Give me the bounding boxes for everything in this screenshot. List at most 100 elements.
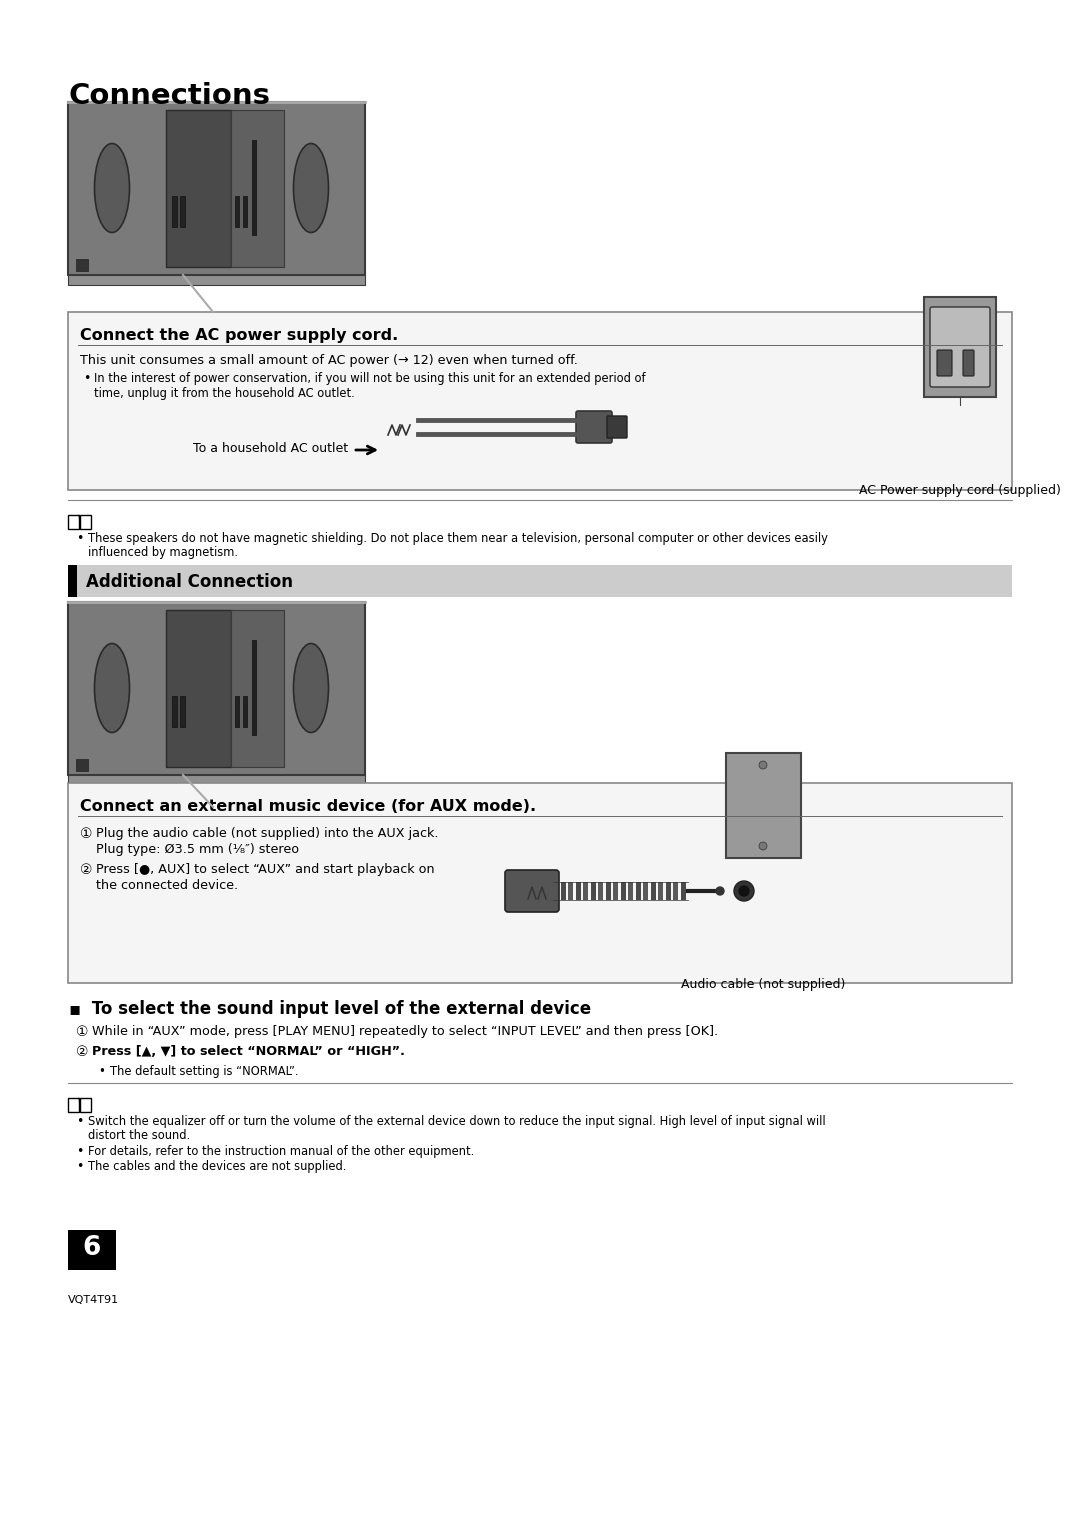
FancyBboxPatch shape xyxy=(166,610,231,768)
FancyBboxPatch shape xyxy=(68,1099,79,1112)
Text: In the interest of power conservation, if you will not be using this unit for an: In the interest of power conservation, i… xyxy=(94,372,646,385)
FancyBboxPatch shape xyxy=(726,752,801,858)
Text: 6: 6 xyxy=(83,1235,102,1260)
FancyBboxPatch shape xyxy=(576,882,581,900)
Text: Connections: Connections xyxy=(68,82,270,110)
Text: ①: ① xyxy=(76,1025,89,1039)
FancyBboxPatch shape xyxy=(68,565,1012,597)
FancyBboxPatch shape xyxy=(252,639,256,736)
FancyBboxPatch shape xyxy=(172,195,177,227)
Text: •: • xyxy=(83,372,91,385)
FancyBboxPatch shape xyxy=(68,311,1012,490)
FancyBboxPatch shape xyxy=(68,514,79,530)
FancyBboxPatch shape xyxy=(680,882,686,900)
FancyBboxPatch shape xyxy=(505,870,559,913)
Text: Connect an external music device (for AUX mode).: Connect an external music device (for AU… xyxy=(80,800,536,813)
Ellipse shape xyxy=(95,644,130,732)
Text: This unit consumes a small amount of AC power (→ 12) even when turned off.: This unit consumes a small amount of AC … xyxy=(80,354,578,366)
FancyBboxPatch shape xyxy=(643,882,648,900)
Text: AC Power supply cord (supplied): AC Power supply cord (supplied) xyxy=(859,484,1061,497)
Text: •: • xyxy=(76,533,83,545)
FancyBboxPatch shape xyxy=(68,775,365,784)
Text: Connect the AC power supply cord.: Connect the AC power supply cord. xyxy=(80,328,399,343)
FancyBboxPatch shape xyxy=(68,783,1012,983)
FancyBboxPatch shape xyxy=(937,349,951,375)
FancyBboxPatch shape xyxy=(553,882,558,900)
Text: Additional Connection: Additional Connection xyxy=(86,572,293,591)
Text: ②: ② xyxy=(80,864,93,877)
Circle shape xyxy=(739,887,750,896)
FancyBboxPatch shape xyxy=(76,259,87,272)
FancyBboxPatch shape xyxy=(180,696,185,726)
Text: distort the sound.: distort the sound. xyxy=(87,1129,190,1141)
Text: Audio cable (not supplied): Audio cable (not supplied) xyxy=(680,978,846,990)
FancyBboxPatch shape xyxy=(963,349,974,375)
FancyBboxPatch shape xyxy=(583,882,589,900)
FancyBboxPatch shape xyxy=(252,140,256,235)
FancyBboxPatch shape xyxy=(180,195,185,227)
Text: The cables and the devices are not supplied.: The cables and the devices are not suppl… xyxy=(87,1160,347,1173)
FancyBboxPatch shape xyxy=(80,514,91,530)
FancyBboxPatch shape xyxy=(68,102,365,275)
FancyBboxPatch shape xyxy=(591,882,596,900)
FancyBboxPatch shape xyxy=(172,696,177,726)
Text: Plug type: Ø3.5 mm (¹⁄₈″) stereo: Plug type: Ø3.5 mm (¹⁄₈″) stereo xyxy=(96,842,299,856)
Text: •: • xyxy=(76,1144,83,1158)
FancyBboxPatch shape xyxy=(235,696,239,726)
Circle shape xyxy=(734,881,754,900)
Text: To select the sound input level of the external device: To select the sound input level of the e… xyxy=(86,1000,591,1018)
FancyBboxPatch shape xyxy=(166,110,231,267)
Text: •: • xyxy=(76,1116,83,1128)
Text: ②: ② xyxy=(76,1045,89,1059)
FancyBboxPatch shape xyxy=(68,275,365,285)
FancyBboxPatch shape xyxy=(231,610,284,768)
Ellipse shape xyxy=(294,644,328,732)
FancyBboxPatch shape xyxy=(673,882,678,900)
FancyBboxPatch shape xyxy=(231,110,284,267)
Ellipse shape xyxy=(294,143,328,232)
FancyBboxPatch shape xyxy=(930,307,990,388)
FancyBboxPatch shape xyxy=(235,195,239,227)
Text: While in “AUX” mode, press [PLAY MENU] repeatedly to select “INPUT LEVEL” and th: While in “AUX” mode, press [PLAY MENU] r… xyxy=(92,1025,718,1038)
FancyBboxPatch shape xyxy=(665,882,671,900)
FancyBboxPatch shape xyxy=(635,882,640,900)
FancyBboxPatch shape xyxy=(627,882,633,900)
Text: To a household AC outlet: To a household AC outlet xyxy=(193,443,348,455)
Text: VQT4T91: VQT4T91 xyxy=(68,1296,119,1305)
FancyBboxPatch shape xyxy=(621,882,625,900)
Circle shape xyxy=(716,887,724,896)
FancyBboxPatch shape xyxy=(924,298,996,397)
Text: Press [●, AUX] to select “AUX” and start playback on: Press [●, AUX] to select “AUX” and start… xyxy=(96,864,434,876)
FancyBboxPatch shape xyxy=(68,601,365,775)
FancyBboxPatch shape xyxy=(598,882,604,900)
Text: For details, refer to the instruction manual of the other equipment.: For details, refer to the instruction ma… xyxy=(87,1144,474,1158)
FancyBboxPatch shape xyxy=(606,882,611,900)
FancyBboxPatch shape xyxy=(561,882,566,900)
Circle shape xyxy=(759,761,767,769)
Text: the connected device.: the connected device. xyxy=(96,879,238,893)
FancyBboxPatch shape xyxy=(576,410,612,443)
Text: influenced by magnetism.: influenced by magnetism. xyxy=(87,546,238,559)
Text: Switch the equalizer off or turn the volume of the external device down to reduc: Switch the equalizer off or turn the vol… xyxy=(87,1116,825,1128)
Text: •: • xyxy=(76,1160,83,1173)
FancyBboxPatch shape xyxy=(607,417,627,438)
Text: •: • xyxy=(98,1065,105,1077)
FancyBboxPatch shape xyxy=(568,882,573,900)
Circle shape xyxy=(759,842,767,850)
FancyBboxPatch shape xyxy=(68,1230,116,1270)
Text: The default setting is “NORMAL”.: The default setting is “NORMAL”. xyxy=(110,1065,298,1077)
Text: Press [▲, ▼] to select “NORMAL” or “HIGH”.: Press [▲, ▼] to select “NORMAL” or “HIGH… xyxy=(92,1045,405,1058)
Ellipse shape xyxy=(95,143,130,232)
FancyBboxPatch shape xyxy=(658,882,663,900)
FancyBboxPatch shape xyxy=(613,882,618,900)
FancyBboxPatch shape xyxy=(68,565,77,597)
FancyBboxPatch shape xyxy=(80,1099,91,1112)
FancyBboxPatch shape xyxy=(76,758,87,771)
Text: ①: ① xyxy=(80,827,93,841)
FancyBboxPatch shape xyxy=(650,882,656,900)
Text: These speakers do not have magnetic shielding. Do not place them near a televisi: These speakers do not have magnetic shie… xyxy=(87,533,828,545)
Text: ▪: ▪ xyxy=(68,1000,80,1018)
FancyBboxPatch shape xyxy=(243,696,247,726)
Text: time, unplug it from the household AC outlet.: time, unplug it from the household AC ou… xyxy=(94,388,354,400)
Text: Plug the audio cable (not supplied) into the AUX jack.: Plug the audio cable (not supplied) into… xyxy=(96,827,438,839)
